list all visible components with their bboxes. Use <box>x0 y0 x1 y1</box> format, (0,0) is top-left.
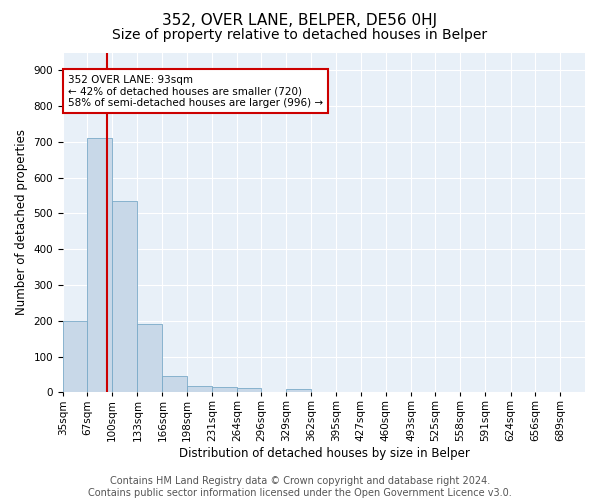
Bar <box>286 389 311 392</box>
Bar <box>187 386 212 392</box>
Bar <box>163 376 187 392</box>
Bar <box>237 388 261 392</box>
Text: 352 OVER LANE: 93sqm
← 42% of detached houses are smaller (720)
58% of semi-deta: 352 OVER LANE: 93sqm ← 42% of detached h… <box>68 74 323 108</box>
Bar <box>112 201 137 392</box>
X-axis label: Distribution of detached houses by size in Belper: Distribution of detached houses by size … <box>179 447 469 460</box>
Bar <box>63 321 87 392</box>
Bar <box>137 324 163 392</box>
Text: 352, OVER LANE, BELPER, DE56 0HJ: 352, OVER LANE, BELPER, DE56 0HJ <box>163 12 437 28</box>
Text: Size of property relative to detached houses in Belper: Size of property relative to detached ho… <box>112 28 488 42</box>
Bar <box>87 138 112 392</box>
Bar <box>212 388 237 392</box>
Y-axis label: Number of detached properties: Number of detached properties <box>15 130 28 316</box>
Text: Contains HM Land Registry data © Crown copyright and database right 2024.
Contai: Contains HM Land Registry data © Crown c… <box>88 476 512 498</box>
